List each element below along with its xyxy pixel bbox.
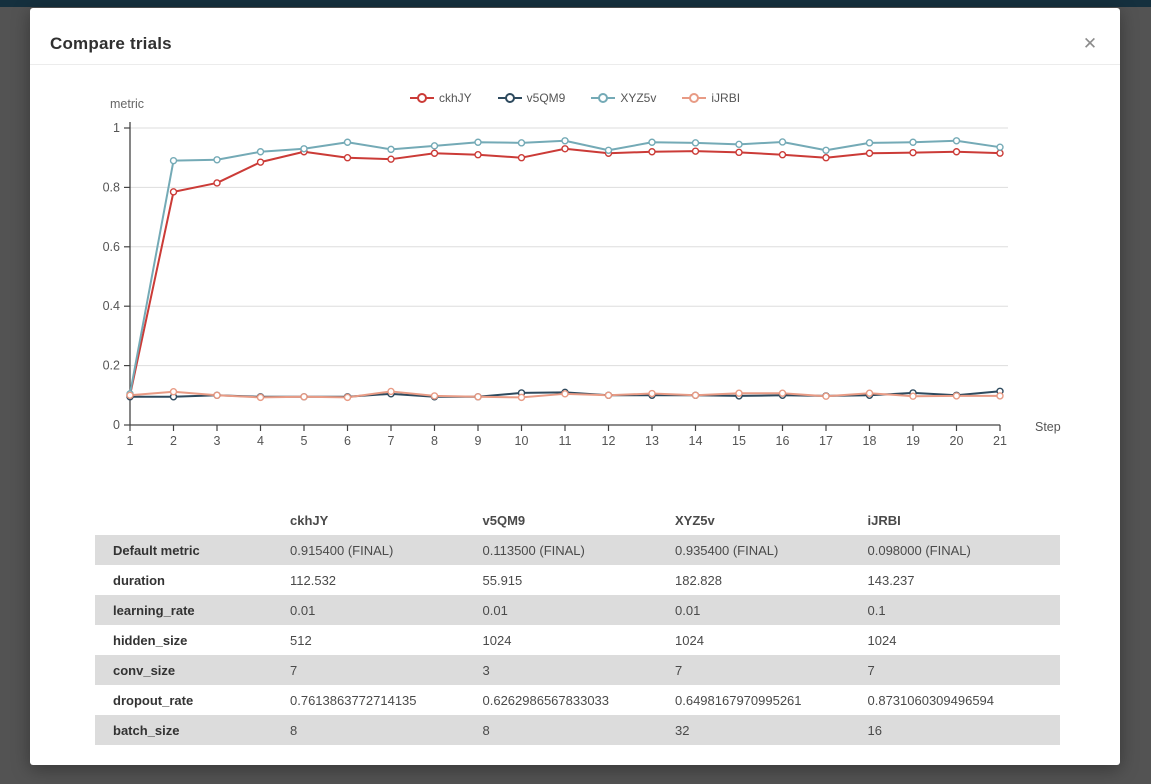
table-cell: 7 [867, 662, 875, 678]
table-cell: 512 [290, 632, 312, 648]
table-body: Default metric 0.915400 (FINAL) 0.113500 (… [95, 535, 1060, 745]
table-cell: 7 [675, 662, 683, 678]
table-cell: 0.7613863772714135 [290, 692, 417, 708]
table-row: Default metric 0.915400 (FINAL) 0.113500 (… [95, 535, 1060, 565]
row-label: duration [113, 572, 165, 588]
table-corner-cell [95, 505, 290, 535]
table-cell: 8 [290, 722, 298, 738]
table-cell: 0.915400 (FINAL) [290, 542, 394, 558]
legend-series-icon [409, 93, 434, 103]
table-cell: 0.8731060309496594 [867, 692, 995, 708]
row-label: hidden_size [113, 632, 188, 648]
table-cell: 0.6262986567833033 [482, 692, 610, 708]
column-header-iJRBI: iJRBI [867, 512, 901, 528]
svg-text:Step: Step [1035, 420, 1061, 434]
table-cell: 7 [290, 662, 298, 678]
svg-text:9: 9 [475, 434, 482, 448]
row-label: batch_size [113, 722, 180, 738]
row-label: Default metric [113, 542, 200, 558]
table-row: conv_size 7 3 7 7 [95, 655, 1060, 685]
chart-legend: ckhJY v5QM9 XYZ5v iJRBI [30, 91, 1120, 105]
svg-text:6: 6 [344, 434, 351, 448]
svg-text:5: 5 [301, 434, 308, 448]
svg-text:10: 10 [515, 434, 529, 448]
table-header-row: ckhJY v5QM9 XYZ5v iJRBI [95, 505, 1060, 535]
row-label: conv_size [113, 662, 176, 678]
table-cell: 0.1 [867, 602, 886, 618]
svg-text:3: 3 [214, 434, 221, 448]
svg-text:21: 21 [993, 434, 1007, 448]
svg-text:18: 18 [863, 434, 877, 448]
legend-label: ckhJY [438, 91, 472, 105]
table-row: learning_rate 0.01 0.01 0.01 0.1 [95, 595, 1060, 625]
svg-text:1: 1 [113, 121, 120, 135]
table-cell: 143.237 [867, 572, 915, 588]
metric-line-chart: 00.20.40.60.811 2 3 4 5 6 7 8 9 10 11 12 13 14 15 16 17 1… [103, 97, 1061, 448]
table-row: batch_size 8 8 32 16 [95, 715, 1060, 745]
table-cell: 1024 [482, 632, 512, 648]
table-cell: 16 [867, 722, 882, 738]
row-label: learning_rate [113, 602, 195, 618]
table-cell: 0.01 [290, 602, 316, 618]
header-divider [30, 64, 1120, 65]
svg-text:14: 14 [689, 434, 703, 448]
column-header-XYZ5v: XYZ5v [675, 512, 715, 528]
table-row: duration 112.532 55.915 182.828 143.237 [95, 565, 1060, 595]
table-row: hidden_size 512 1024 1024 1024 [95, 625, 1060, 655]
svg-text:12: 12 [602, 434, 616, 448]
legend-item-ckhJY[interactable]: ckhJY [409, 91, 472, 105]
legend-series-icon [682, 93, 707, 103]
table-cell: 0.01 [482, 602, 508, 618]
legend-item-XYZ5v[interactable]: XYZ5v [591, 91, 656, 105]
svg-text:0.2: 0.2 [103, 359, 120, 373]
table-row: dropout_rate 0.7613863772714135 0.62629865… [95, 685, 1060, 715]
column-header-ckhJY: ckhJY [290, 512, 329, 528]
legend-item-iJRBI[interactable]: iJRBI [682, 91, 740, 105]
legend-label: XYZ5v [620, 91, 657, 105]
svg-text:2: 2 [170, 434, 177, 448]
table-cell: 8 [482, 722, 490, 738]
background-page-topbar [0, 0, 1151, 7]
table-cell: 0.6498167970995261 [675, 692, 802, 708]
svg-text:4: 4 [257, 434, 264, 448]
svg-text:0.6: 0.6 [103, 240, 120, 254]
svg-text:17: 17 [819, 434, 833, 448]
svg-text:7: 7 [388, 434, 395, 448]
legend-item-v5QM9[interactable]: v5QM9 [497, 91, 566, 105]
table-cell: 112.532 [290, 572, 337, 588]
table-cell: 32 [675, 722, 690, 738]
compare-trials-modal: Compare trials ✕ 0 0.2 0.4 0.6 0.8 1 1 2 3 4 5 6 7 8 9… [30, 8, 1120, 765]
svg-text:metric: metric [110, 97, 144, 111]
legend-label: iJRBI [711, 91, 741, 105]
table-cell: 0.113500 (FINAL) [482, 542, 585, 558]
table-cell: 182.828 [675, 572, 722, 588]
row-label: dropout_rate [113, 692, 194, 708]
trials-comparison-table: ckhJY v5QM9 XYZ5v iJRBI Default metric 0.915… [95, 505, 1060, 745]
table-cell: 1024 [675, 632, 704, 648]
svg-text:19: 19 [906, 434, 920, 448]
svg-text:20: 20 [950, 434, 964, 448]
svg-text:1: 1 [127, 434, 134, 448]
table-cell: 0.01 [675, 602, 701, 618]
svg-text:13: 13 [645, 434, 659, 448]
svg-text:0.4: 0.4 [103, 299, 120, 313]
close-icon[interactable]: ✕ [1076, 30, 1104, 58]
svg-text:8: 8 [431, 434, 438, 448]
table-cell: 0.935400 (FINAL) [675, 542, 779, 558]
legend-series-icon [591, 93, 616, 103]
svg-text:0.8: 0.8 [103, 180, 120, 194]
svg-text:15: 15 [732, 434, 746, 448]
svg-text:11: 11 [559, 434, 572, 448]
modal-title: Compare trials [50, 34, 172, 53]
table-cell: 1024 [867, 632, 897, 648]
table-cell: 3 [482, 662, 490, 678]
svg-text:16: 16 [776, 434, 790, 448]
legend-label: v5QM9 [526, 91, 566, 105]
table-cell: 55.915 [482, 572, 523, 588]
table-cell: 0.098000 (FINAL) [867, 542, 971, 558]
column-header-v5QM9: v5QM9 [482, 512, 526, 528]
svg-text:0: 0 [113, 418, 120, 432]
legend-series-icon [497, 93, 522, 103]
